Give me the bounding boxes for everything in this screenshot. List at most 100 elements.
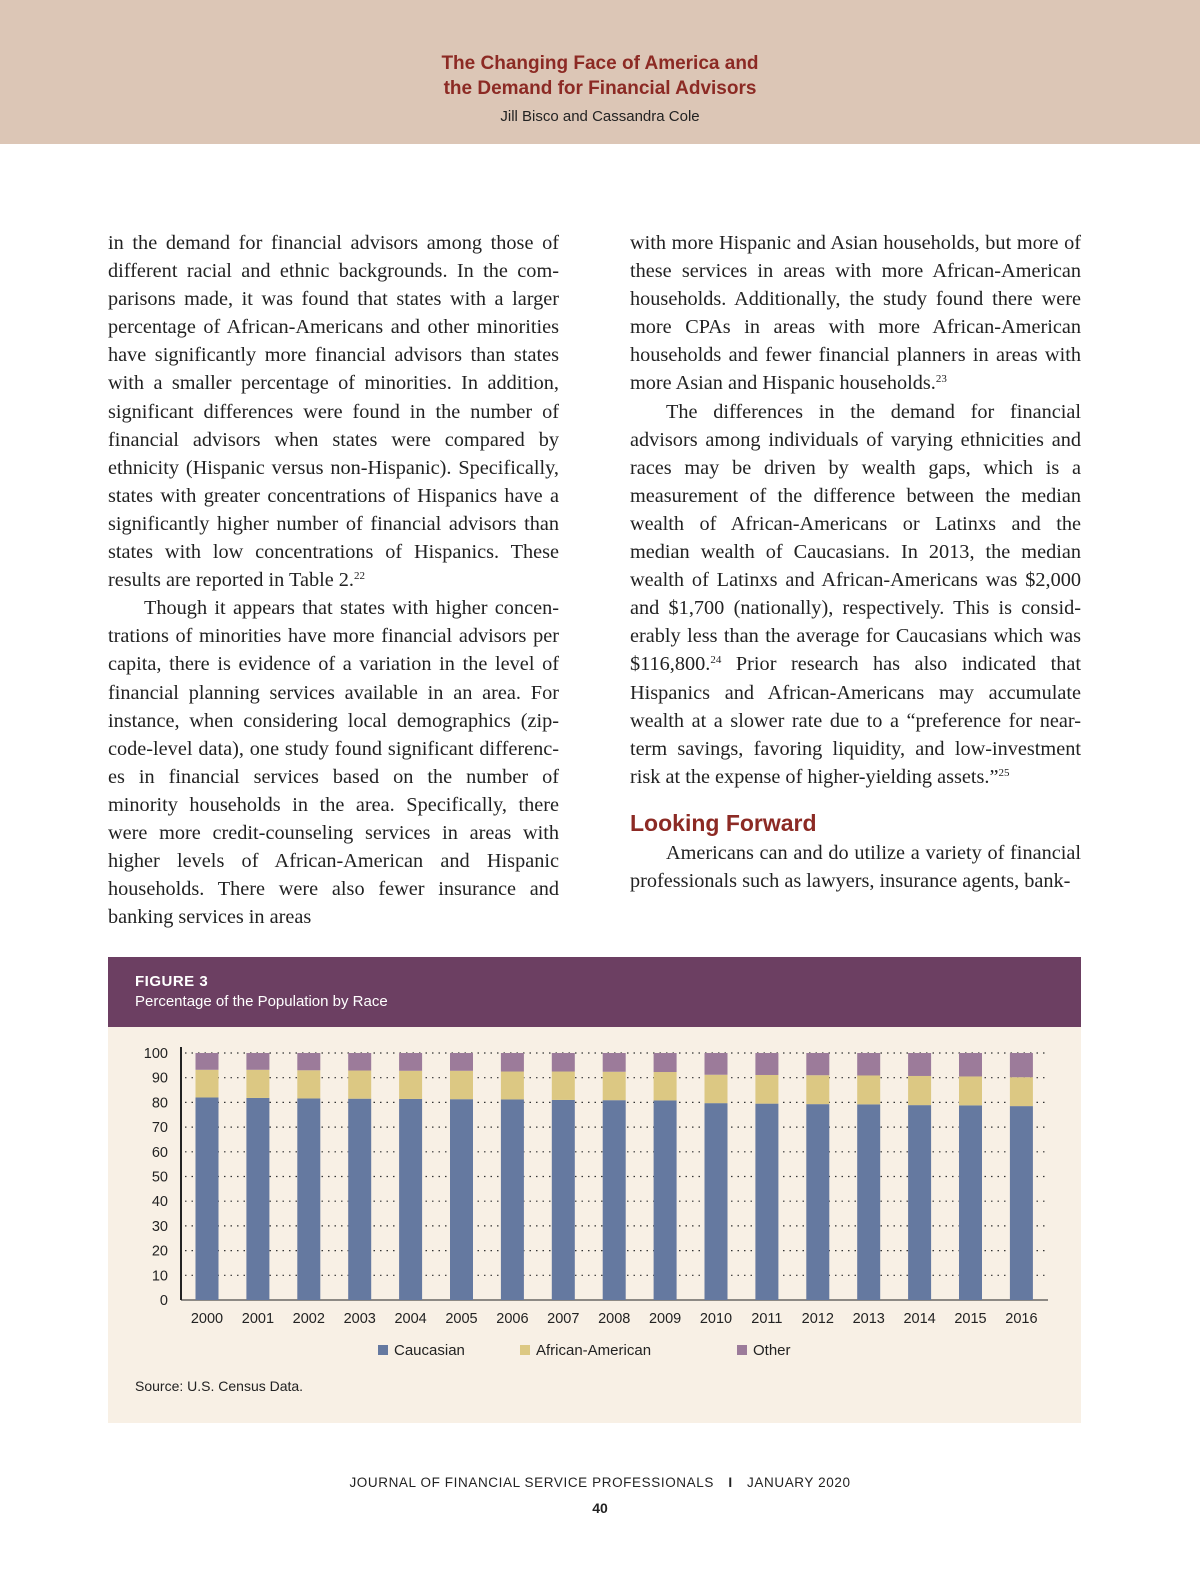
bar-other (246, 1053, 270, 1070)
x-tick-label: 2009 (649, 1311, 681, 1327)
x-tick-label: 2011 (751, 1311, 782, 1327)
bar-other (450, 1053, 473, 1071)
x-tick-label: 2010 (700, 1311, 732, 1327)
y-tick-label: 0 (160, 1293, 168, 1309)
bar-caucasian (704, 1103, 728, 1300)
article-title-line2: the Demand for Financial Advisors (443, 78, 757, 99)
bar-african-american (246, 1069, 270, 1098)
footer: JOURNAL OF FINANCIAL SERVICE PROFESSIONA… (0, 1475, 1200, 1490)
bar-other (399, 1053, 423, 1071)
bar-african-american (857, 1075, 881, 1105)
bar-african-american (551, 1071, 575, 1100)
legend-swatch (378, 1345, 388, 1355)
x-tick-label: 2015 (954, 1311, 986, 1327)
x-tick-label: 2012 (802, 1311, 834, 1327)
bar-other (297, 1053, 321, 1071)
bar-caucasian (399, 1098, 423, 1300)
bar-african-american (297, 1070, 321, 1099)
bar-other (653, 1053, 677, 1073)
y-tick-label: 100 (144, 1046, 168, 1062)
bar-other (551, 1053, 575, 1072)
paragraph: in the demand for financial advisors amo… (108, 229, 559, 594)
bar-caucasian (806, 1104, 830, 1300)
running-header: The Changing Face of America and the Dem… (0, 0, 1200, 144)
section-heading: Looking Forward (630, 809, 817, 836)
x-tick-label: 2002 (293, 1311, 325, 1327)
bar-caucasian (551, 1099, 575, 1300)
right-column: with more Hispanic and Asian households,… (630, 229, 1081, 895)
bar-other (348, 1053, 372, 1071)
bar-other (755, 1053, 779, 1075)
page-number: 40 (592, 1500, 608, 1516)
bar-african-american (806, 1075, 830, 1105)
x-tick-label: 2000 (191, 1311, 223, 1327)
bar-african-american (704, 1074, 728, 1104)
x-tick-label: 2005 (445, 1311, 477, 1327)
bar-african-american (500, 1071, 524, 1100)
bar-other (500, 1053, 524, 1072)
authors: Jill Bisco and Cassandra Cole (500, 108, 700, 125)
bar-african-american (755, 1074, 779, 1104)
figure-caption: Percentage of the Population by Race (135, 993, 388, 1010)
bar-caucasian (755, 1103, 779, 1300)
footer-separator: I (728, 1475, 733, 1490)
x-tick-label: 2013 (853, 1311, 885, 1327)
issue-date: JANUARY 2020 (747, 1475, 851, 1490)
bar-caucasian (653, 1100, 677, 1300)
figure-label: FIGURE 3 (135, 973, 209, 990)
bar-caucasian (857, 1104, 881, 1300)
legend-label: Caucasian (394, 1342, 465, 1359)
bar-caucasian (297, 1098, 321, 1300)
y-tick-label: 20 (152, 1244, 168, 1260)
bar-african-american (1009, 1077, 1033, 1107)
article-title-line1: The Changing Face of America and (441, 53, 759, 74)
journal-name: JOURNAL OF FINANCIAL SERVICE PROFESSIONA… (349, 1475, 714, 1490)
bar-caucasian (450, 1099, 473, 1300)
bar-other (959, 1053, 982, 1077)
footnote-ref: 23 (935, 373, 947, 386)
stacked-bar-chart: 0 10 20 30 40 50 60 70 80 90 100 2000 2001 2002 2003 20… (144, 1046, 1048, 1359)
y-tick-label: 70 (152, 1120, 168, 1136)
bar-caucasian (602, 1100, 626, 1300)
paragraph-text: in the demand for financial advisors amo… (108, 232, 559, 592)
x-tick-label: 2016 (1005, 1311, 1037, 1327)
x-tick-label: 2014 (903, 1311, 935, 1327)
x-tick-label: 2001 (242, 1311, 274, 1327)
bar-african-american (602, 1071, 626, 1101)
paragraph: Americans can and do utilize a variety o… (630, 841, 1081, 892)
x-tick-label: 2004 (394, 1311, 426, 1327)
bar-caucasian (959, 1105, 982, 1300)
paragraph-text: with more Hispanic and Asian households,… (630, 232, 1081, 395)
bar-african-american (399, 1070, 423, 1099)
bar-african-american (348, 1070, 372, 1099)
bar-caucasian (246, 1097, 270, 1300)
y-tick-label: 30 (152, 1219, 168, 1235)
footnote-ref: 22 (354, 570, 365, 583)
bar-other (806, 1053, 830, 1076)
paragraph: Though it appears that states with highe… (108, 597, 559, 929)
y-tick-label: 80 (152, 1095, 168, 1111)
bar-other (1009, 1053, 1033, 1078)
bar-other (602, 1053, 626, 1072)
x-tick-label: 2008 (598, 1311, 630, 1327)
bar-african-american (908, 1075, 932, 1106)
y-tick-label: 90 (152, 1071, 168, 1087)
footnote-ref: 24 (710, 654, 722, 667)
bar-other (195, 1053, 219, 1070)
y-tick-label: 10 (152, 1268, 168, 1284)
bar-other (857, 1053, 881, 1076)
bar-caucasian (195, 1097, 219, 1300)
bar-caucasian (1009, 1106, 1033, 1300)
x-tick-label: 2007 (547, 1311, 579, 1327)
paragraph: The differences in the demand for financ… (630, 398, 1081, 791)
footnote-ref: 25 (998, 766, 1010, 779)
legend-swatch (520, 1345, 530, 1355)
figure-header: FIGURE 3 Percentage of the Population by… (108, 957, 1081, 1027)
x-tick-label: 2003 (344, 1311, 376, 1327)
legend-label: Other (753, 1342, 791, 1359)
bar-caucasian (500, 1099, 524, 1300)
bar-african-american (195, 1069, 219, 1098)
bar-african-american (959, 1076, 982, 1106)
bar-african-american (450, 1070, 473, 1100)
paragraph-text: The differences in the demand for financ… (630, 400, 1081, 676)
